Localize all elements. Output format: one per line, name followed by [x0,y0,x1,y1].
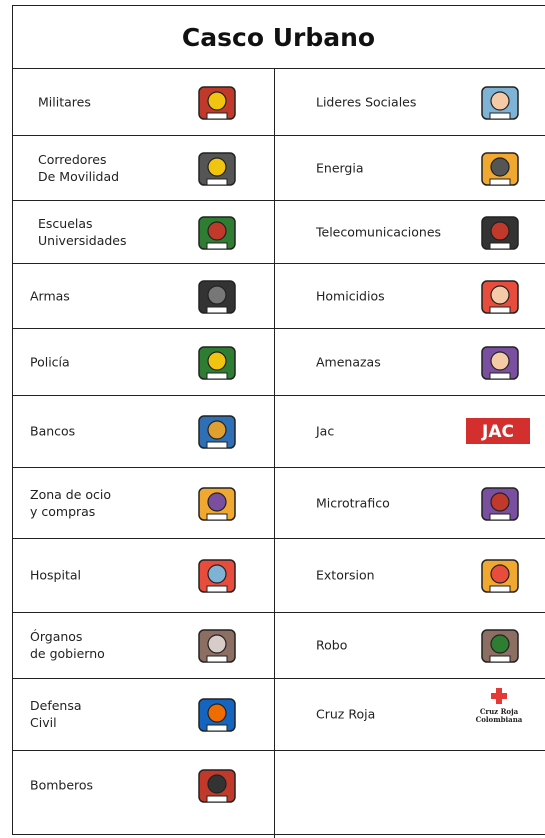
row-divider [12,538,545,540]
right-icon [481,486,519,521]
right-label: Energia [316,160,364,175]
left-label: Militares [38,94,91,109]
red-cross [491,688,507,704]
right-label: Amenazas [316,354,381,369]
left-label: Hospital [30,567,82,583]
left-label: Armas [30,288,70,303]
row-divider [12,678,545,680]
right-label: Lideres Sociales [316,94,417,109]
right-icon [481,85,519,120]
right-icon [481,215,519,250]
cruz-roja-text: Cruz Roja Colombiana [475,707,523,724]
right-label: Extorsion [316,567,375,583]
left-label: Escuelas Universidades [38,215,127,248]
left-label: Defensa Civil [30,698,82,730]
right-icon [481,345,519,380]
row-divider [12,135,545,137]
right-label: Jac [316,423,335,439]
right-icon [481,279,519,314]
left-label: Policía [30,354,70,369]
right-label: Telecomunicaciones [316,224,442,239]
left-icon [198,151,236,186]
row-divider [12,328,545,330]
row-divider [12,263,545,265]
left-icon [198,486,236,521]
row-divider [12,200,545,202]
title: Casco Urbano [181,22,376,52]
left-label: Zona de ocio y compras [30,486,112,519]
jac-logo: JAC [466,418,530,444]
row-divider [12,395,545,397]
left-label: Bancos [30,423,76,439]
row-divider [12,750,545,752]
left-icon [198,559,236,593]
left-icon [198,279,236,314]
left-icon [198,629,236,663]
row-divider [12,68,545,70]
right-label: Microtrafico [316,495,390,510]
right-label: Homicidios [316,288,385,303]
left-icon [198,345,236,380]
left-icon [198,769,236,803]
right-icon [481,151,519,186]
right-icon [481,629,519,663]
left-label: Órganos de gobierno [30,629,105,661]
row-divider [12,467,545,469]
row-divider [12,612,545,614]
jac-text: JAC [481,422,514,442]
column-divider [274,68,276,838]
right-label: Robo [316,637,348,653]
left-label: Bomberos [30,777,94,793]
left-icon [198,415,236,449]
left-icon [198,698,236,732]
legend-sheet: Casco Urbano Militares Lideres Sociales … [12,5,545,838]
page: Casco Urbano Militares Lideres Sociales … [12,5,545,838]
left-label: Corredores De Movilidad [38,151,120,184]
right-icon [481,559,519,593]
right-label: Cruz Roja [316,706,376,722]
left-icon [198,85,236,120]
left-icon [198,215,236,250]
